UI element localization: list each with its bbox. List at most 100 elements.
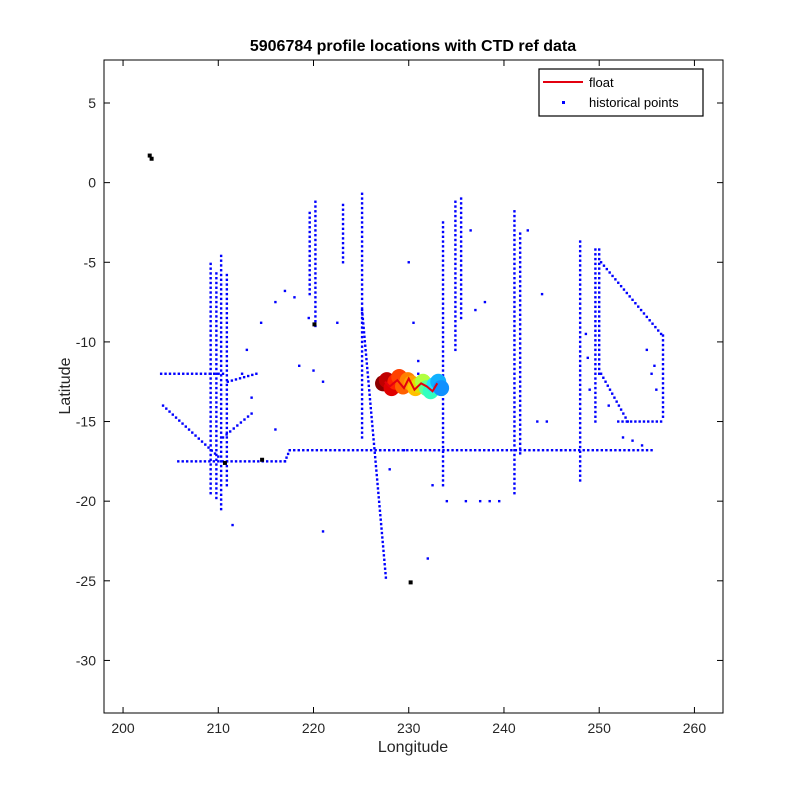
historical-point — [209, 401, 212, 404]
historical-point — [591, 449, 594, 452]
historical-point — [219, 393, 223, 396]
y-tick-label: -15 — [76, 414, 96, 430]
historical-point — [215, 310, 218, 313]
historical-point — [381, 536, 384, 539]
historical-point — [225, 326, 229, 329]
historical-point — [209, 286, 212, 289]
y-axis-ticks: 5 0 -5 -10 -15 -20 -25 -30 — [76, 95, 723, 668]
historical-point — [215, 434, 218, 438]
x-tick-label: 220 — [302, 720, 326, 736]
historical-point — [454, 310, 457, 313]
historical-point — [441, 398, 445, 401]
historical-point — [628, 295, 631, 298]
historical-point — [407, 261, 410, 264]
historical-point — [360, 283, 364, 286]
historical-point — [174, 416, 178, 419]
historical-point — [219, 412, 223, 415]
historical-point — [441, 283, 445, 286]
historical-point — [204, 443, 207, 446]
historical-point — [219, 288, 223, 291]
historical-point — [212, 372, 216, 375]
historical-point — [341, 251, 345, 254]
historical-point — [219, 436, 223, 439]
historical-point — [360, 398, 364, 401]
historical-point — [619, 284, 623, 288]
historical-point — [297, 449, 300, 452]
historical-point — [513, 363, 516, 366]
historical-point — [329, 449, 332, 452]
historical-point — [598, 291, 601, 294]
historical-point — [578, 264, 582, 267]
historical-point — [518, 418, 522, 422]
historical-point — [225, 292, 229, 296]
historical-point — [383, 449, 386, 452]
historical-point — [252, 460, 256, 463]
legend-box — [538, 68, 704, 117]
historical-point — [236, 424, 239, 427]
historical-point — [431, 484, 434, 487]
historical-point — [369, 406, 373, 410]
historical-point — [594, 267, 597, 270]
historical-point — [219, 507, 223, 511]
historical-point — [459, 283, 463, 286]
historical-point — [454, 296, 457, 299]
historical-point — [219, 402, 223, 406]
historical-point — [578, 316, 582, 320]
historical-point — [518, 332, 522, 336]
historical-point — [441, 259, 445, 262]
historical-point — [360, 331, 364, 334]
historical-point — [209, 300, 212, 304]
historical-point — [614, 278, 617, 281]
historical-point — [360, 269, 364, 272]
historical-point — [578, 335, 582, 339]
historical-point — [374, 449, 377, 452]
historical-point — [186, 372, 189, 375]
x-tick-label: 250 — [588, 720, 612, 736]
historical-point — [208, 372, 211, 375]
historical-point — [655, 420, 659, 423]
historical-point — [578, 350, 582, 353]
historical-point — [441, 226, 445, 229]
historical-point — [225, 350, 229, 353]
historical-point — [209, 339, 212, 342]
historical-point — [215, 425, 218, 428]
historical-point — [226, 380, 229, 383]
historical-point — [177, 372, 181, 375]
historical-point — [232, 427, 235, 430]
historical-point — [454, 343, 457, 347]
historical-point — [594, 339, 597, 342]
historical-point — [513, 367, 516, 371]
historical-point — [199, 460, 202, 463]
historical-point — [360, 254, 364, 258]
historical-point — [367, 380, 370, 383]
historical-point — [606, 384, 609, 387]
historical-point — [661, 410, 665, 414]
historical-point — [611, 392, 614, 395]
historical-point — [441, 302, 445, 305]
historical-point — [578, 431, 582, 434]
historical-point — [221, 436, 225, 439]
historical-point — [441, 359, 445, 363]
historical-point — [469, 229, 472, 232]
historical-point — [225, 450, 229, 453]
historical-point — [314, 315, 317, 318]
historical-point — [234, 378, 238, 381]
historical-point — [371, 433, 375, 437]
historical-point — [518, 409, 522, 412]
historical-point — [194, 434, 197, 437]
historical-point — [219, 431, 223, 434]
historical-point — [518, 265, 522, 269]
x-tick-label: 240 — [492, 720, 516, 736]
historical-point — [661, 382, 665, 385]
y-tick-label: -30 — [76, 652, 96, 668]
historical-point — [513, 324, 516, 328]
historical-point — [441, 321, 445, 324]
historical-point — [661, 406, 665, 409]
historical-point — [513, 463, 516, 466]
historical-point — [219, 484, 223, 487]
historical-point — [513, 401, 516, 404]
historical-point — [441, 369, 445, 372]
historical-point — [215, 339, 218, 342]
historical-point — [513, 257, 516, 261]
historical-point — [347, 449, 350, 452]
